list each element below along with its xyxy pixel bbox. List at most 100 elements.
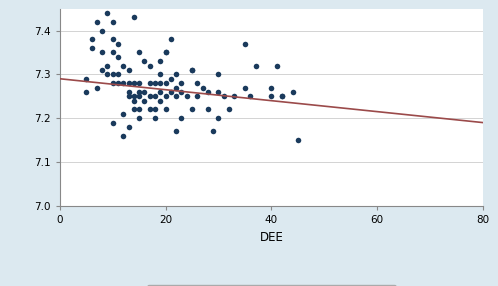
Point — [120, 81, 127, 86]
Point — [151, 107, 159, 112]
Point — [130, 15, 138, 20]
Point — [188, 107, 196, 112]
Point — [289, 90, 297, 94]
Point — [156, 81, 164, 86]
Point — [98, 50, 106, 55]
Point — [93, 19, 101, 24]
Point — [124, 81, 132, 86]
Point — [172, 129, 180, 134]
Point — [161, 81, 169, 86]
Point — [204, 90, 212, 94]
Point — [109, 72, 117, 77]
Point — [135, 90, 143, 94]
Point — [167, 37, 175, 41]
Point — [151, 81, 159, 86]
Point — [241, 85, 249, 90]
Point — [124, 125, 132, 129]
Point — [130, 98, 138, 103]
Point — [88, 37, 96, 41]
Point — [177, 116, 185, 120]
Point — [114, 55, 122, 59]
Point — [93, 85, 101, 90]
Point — [82, 90, 90, 94]
Point — [278, 94, 286, 99]
Point — [188, 68, 196, 72]
Point — [109, 81, 117, 86]
Point — [82, 76, 90, 81]
Point — [156, 59, 164, 63]
Point — [135, 94, 143, 99]
Point — [146, 107, 154, 112]
Point — [130, 212, 138, 217]
Point — [204, 107, 212, 112]
Point — [135, 81, 143, 86]
Point — [109, 50, 117, 55]
X-axis label: DEE: DEE — [259, 231, 283, 243]
Point — [88, 46, 96, 50]
Point — [114, 41, 122, 46]
Point — [193, 81, 201, 86]
Point — [135, 107, 143, 112]
Point — [193, 94, 201, 99]
Point — [278, 94, 286, 99]
Point — [104, 72, 112, 77]
Point — [267, 85, 275, 90]
Point — [130, 94, 138, 99]
Point — [247, 94, 254, 99]
Point — [215, 72, 223, 77]
Point — [140, 98, 148, 103]
Point — [177, 81, 185, 86]
Point — [156, 98, 164, 103]
Point — [124, 94, 132, 99]
Point — [231, 94, 239, 99]
Point — [241, 41, 249, 46]
Point — [161, 107, 169, 112]
Point — [156, 90, 164, 94]
Point — [135, 50, 143, 55]
Point — [161, 50, 169, 55]
Point — [104, 11, 112, 15]
Point — [130, 81, 138, 86]
Point — [167, 76, 175, 81]
Point — [104, 63, 112, 68]
Point — [120, 112, 127, 116]
Point — [294, 138, 302, 142]
Point — [267, 94, 275, 99]
Point — [209, 129, 217, 134]
Point — [188, 68, 196, 72]
Point — [273, 63, 281, 68]
Point — [120, 134, 127, 138]
Point — [114, 72, 122, 77]
Point — [109, 120, 117, 125]
Point — [140, 59, 148, 63]
Point — [199, 85, 207, 90]
Point — [109, 19, 117, 24]
Point — [140, 90, 148, 94]
Point — [172, 72, 180, 77]
Point — [98, 28, 106, 33]
Point — [251, 63, 259, 68]
Point — [151, 116, 159, 120]
Point — [215, 90, 223, 94]
Point — [167, 90, 175, 94]
Point — [161, 94, 169, 99]
Point — [220, 94, 228, 99]
Point — [151, 94, 159, 99]
Point — [146, 63, 154, 68]
Point — [146, 81, 154, 86]
Point — [183, 94, 191, 99]
Point — [135, 116, 143, 120]
Point — [156, 72, 164, 77]
Point — [161, 50, 169, 55]
Point — [172, 94, 180, 99]
Point — [130, 107, 138, 112]
Point — [177, 90, 185, 94]
Point — [225, 107, 233, 112]
Point — [124, 90, 132, 94]
Point — [172, 85, 180, 90]
Point — [114, 81, 122, 86]
Legend: Ph artèriel au cordon, Fitted values: Ph artèriel au cordon, Fitted values — [147, 285, 396, 286]
Point — [98, 68, 106, 72]
Point — [146, 94, 154, 99]
Point — [124, 68, 132, 72]
